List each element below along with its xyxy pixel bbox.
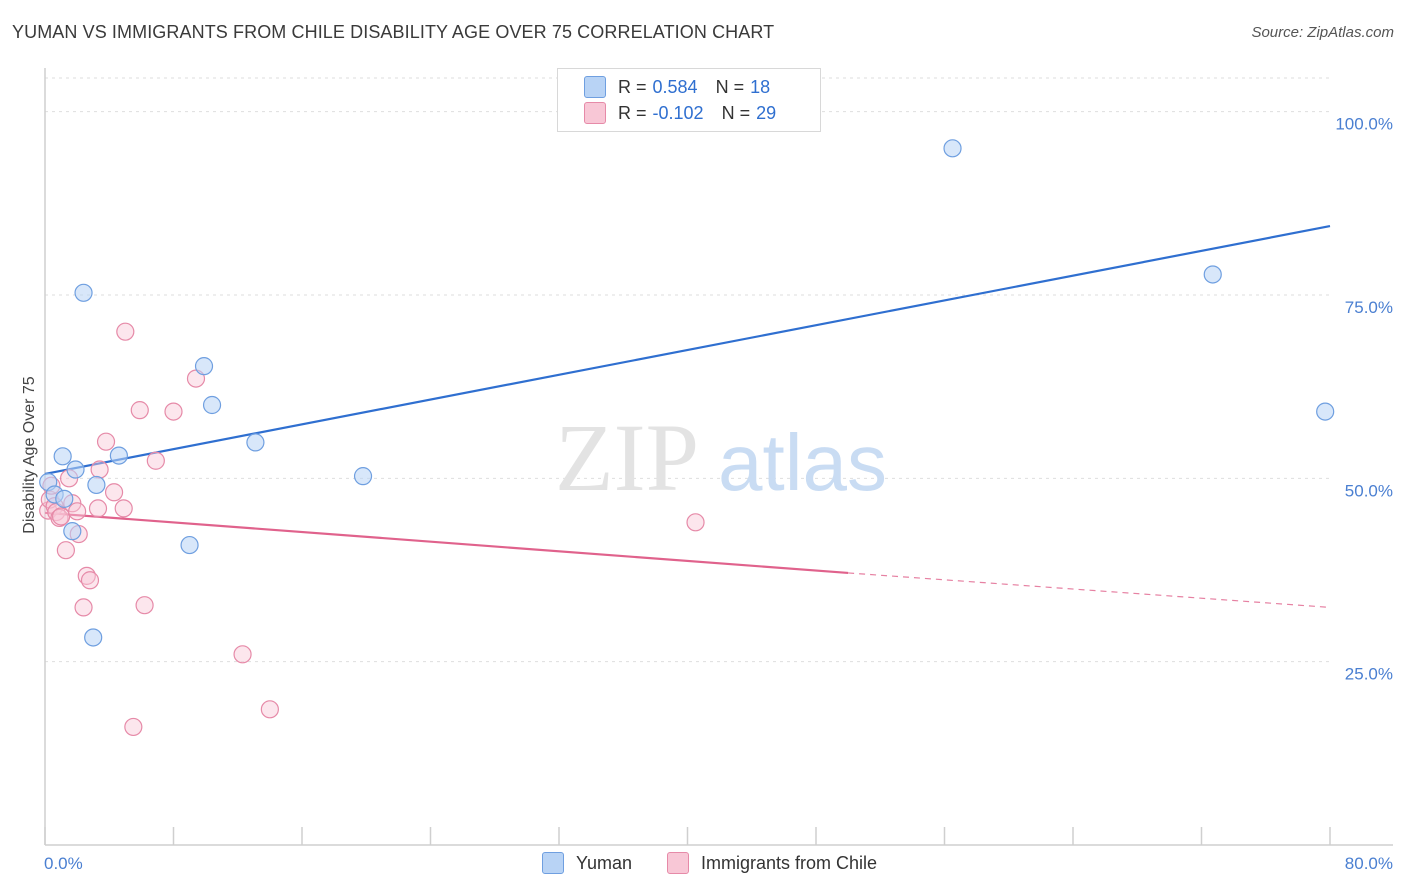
chile-point: [164, 402, 183, 421]
watermark: ZIP atlas: [555, 404, 887, 511]
n-label: N =: [715, 76, 745, 97]
chile-point: [686, 513, 705, 532]
legend-item-chile: Immigrants from Chile: [667, 852, 877, 874]
source-label: Source: ZipAtlas.com: [1251, 24, 1394, 41]
chile-point: [146, 451, 165, 470]
chile-point: [56, 541, 75, 560]
yuman-point: [84, 628, 103, 647]
chile-point: [130, 401, 149, 420]
x-tick-label-min: 0.0%: [44, 854, 83, 873]
yuman-point: [943, 139, 962, 158]
yuman-point: [87, 475, 106, 495]
watermark-zip: ZIP: [555, 404, 699, 511]
n-value-yuman: 18: [750, 76, 771, 97]
chile-point: [96, 432, 116, 451]
yuman-point: [53, 447, 72, 466]
yuman-point: [1316, 402, 1335, 421]
yuman-point: [353, 467, 373, 486]
chile-point: [114, 499, 133, 518]
legend-row-chile: R = -0.102 N = 29: [584, 100, 776, 126]
chile-point: [51, 507, 71, 526]
yuman-point: [109, 446, 128, 465]
r-label: R =: [618, 102, 647, 123]
trend-lines: [44, 224, 1331, 608]
legend-row-yuman: R = 0.584 N = 18: [584, 74, 770, 100]
chile-point: [90, 460, 109, 479]
y-tick-label: 25.0%: [1345, 665, 1393, 684]
grid-lines: [45, 77, 1330, 663]
chile-point: [260, 700, 279, 719]
yuman-trend-line: [44, 224, 1331, 476]
chile-trend-line: [44, 511, 849, 575]
chart-title: YUMAN VS IMMIGRANTS FROM CHILE DISABILIT…: [12, 22, 775, 42]
data-points: [39, 139, 1335, 737]
yuman-point: [1203, 265, 1222, 284]
n-label: N =: [721, 102, 751, 123]
watermark-atlas: atlas: [718, 418, 887, 507]
yuman-point: [74, 283, 93, 302]
yuman-legend-swatch: [542, 852, 564, 874]
chile-point: [88, 499, 108, 518]
x-tick-label-max: 80.0%: [1345, 854, 1393, 873]
chile-point: [135, 596, 154, 615]
r-label: R =: [618, 76, 647, 97]
chile-point: [233, 645, 252, 664]
y-axis-label: Disability Age Over 75: [21, 376, 38, 534]
chile-legend-swatch: [667, 852, 689, 874]
legend-item-yuman: Yuman: [542, 852, 632, 874]
y-tick-label: 100.0%: [1335, 115, 1393, 134]
series-legend: Yuman Immigrants from Chile: [0, 852, 1406, 878]
yuman-legend-label: Yuman: [576, 852, 633, 873]
y-tick-labels: 25.0% 50.0% 75.0% 100.0%: [1335, 115, 1393, 684]
y-tick-label: 75.0%: [1345, 298, 1393, 317]
yuman-point: [63, 522, 82, 541]
r-value-yuman: 0.584: [652, 76, 698, 97]
yuman-point: [202, 395, 222, 415]
chile-trend-line-extension: [848, 572, 1331, 608]
chile-point: [124, 717, 143, 737]
chile-point: [116, 322, 135, 341]
yuman-point: [66, 460, 85, 479]
chile-legend-label: Immigrants from Chile: [701, 852, 878, 873]
chile-point: [104, 483, 124, 502]
chile-point: [68, 502, 87, 521]
y-tick-label: 50.0%: [1345, 481, 1393, 500]
axes: [44, 68, 1393, 846]
correlation-legend: R = 0.584 N = 18 R = -0.102 N = 29: [557, 68, 821, 132]
n-value-chile: 29: [756, 102, 777, 123]
yuman-point: [246, 433, 265, 452]
r-value-chile: -0.102: [652, 102, 704, 123]
yuman-point: [180, 535, 199, 555]
yuman-swatch: [584, 76, 606, 98]
chile-swatch: [584, 102, 606, 124]
chile-point: [80, 571, 100, 590]
chile-point: [74, 598, 93, 617]
yuman-point: [194, 357, 214, 376]
yuman-point: [55, 489, 74, 508]
